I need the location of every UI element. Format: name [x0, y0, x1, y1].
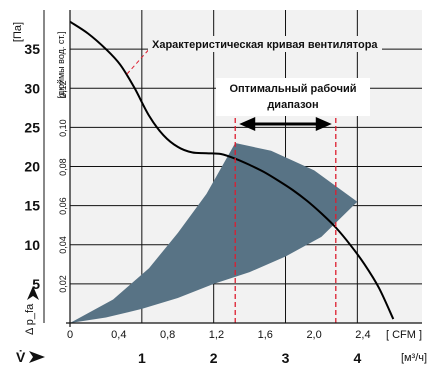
- arrow-left-icon: [239, 117, 256, 131]
- optimal-range-label-line1: Оптимальный рабочий: [229, 83, 356, 95]
- y-tick-pa-15: 15: [24, 198, 40, 214]
- y-tick-inch-1: 0,04: [58, 236, 68, 254]
- x-axis-cfm-unit: [ CFM ]: [386, 329, 422, 341]
- x-tick-cfm-3: 1,2: [209, 329, 224, 341]
- x-tick-cfm-2: 0,8: [160, 329, 175, 341]
- y-tick-inch-5: 0,12: [58, 80, 68, 98]
- x-tick-m3h-4: 4: [353, 350, 361, 366]
- y-axis-arrow-icon: [27, 286, 39, 300]
- y-tick-pa-20: 20: [24, 159, 40, 175]
- y-tick-pa-25: 25: [24, 119, 40, 135]
- arrow-right-icon: [315, 117, 332, 131]
- x-tick-m3h-1: 1: [138, 350, 146, 366]
- y-tick-pa-30: 30: [24, 80, 40, 96]
- operating-band: [70, 143, 358, 323]
- y-tick-inch-0: 0,02: [58, 275, 68, 293]
- operating-band-area: [70, 143, 358, 323]
- x-axis-arrow-icon: [29, 351, 45, 363]
- axes: [43, 10, 422, 327]
- y-tick-inch-3: 0,08: [58, 158, 68, 176]
- y-axis-pa-unit: [Па]: [12, 22, 24, 42]
- x-tick-cfm-0: 0: [67, 329, 73, 341]
- x-tick-m3h-2: 2: [210, 350, 218, 366]
- x-tick-m3h-3: 3: [282, 350, 290, 366]
- x-tick-cfm-5: 2,0: [306, 329, 321, 341]
- y-tick-inch-4: 0,10: [58, 119, 68, 137]
- optimal-range-label-line2: диапазон: [267, 99, 318, 111]
- tick-labels: 5 10 15 20 25 30 35 0,02 0,04 0,06 0,08 0,10 0,12 0 0,…: [24, 41, 370, 366]
- y-tick-pa-10: 10: [24, 237, 40, 253]
- y-tick-inch-2: 0,06: [58, 197, 68, 215]
- x-tick-cfm-1: 0,4: [111, 329, 126, 341]
- y-tick-pa-5: 5: [32, 276, 40, 292]
- x-tick-cfm-6: 2,4: [355, 329, 370, 341]
- x-axis-m3h-unit: [м³/ч]: [401, 352, 427, 364]
- x-axis-symbol: V̇: [16, 349, 26, 365]
- optimal-range-group: [234, 110, 337, 323]
- fan-curve-callout-line: [126, 45, 153, 75]
- fan-curve-label-bg: [148, 36, 382, 52]
- x-tick-cfm-4: 1,6: [258, 329, 273, 341]
- y-tick-pa-35: 35: [24, 41, 40, 57]
- y-axis-inch-unit: [дюймы вод. ст.]: [56, 31, 66, 98]
- y-axis-symbol: Δ p_fa: [24, 303, 36, 335]
- fan-curve-label: Характеристическая кривая вентилятора: [152, 39, 378, 51]
- optimal-range-label-bg: [216, 78, 370, 116]
